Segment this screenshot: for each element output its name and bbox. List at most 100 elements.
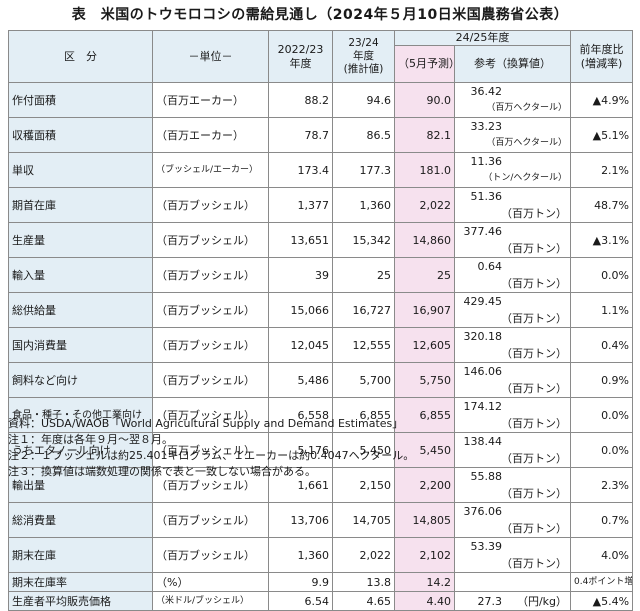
reference-unit: （百万ヘクタール） — [486, 103, 568, 113]
row-value-2024: 16,907 — [394, 292, 455, 328]
row-unit: （百万ブッシェル） — [152, 397, 269, 433]
header-2023: 23/24 年度 (推計値) — [332, 30, 395, 83]
header-category: 区 分 — [8, 30, 153, 83]
note-2: 注２：１ブッシェルは約25.401キログラム、１エーカーは約0.4047ヘクター… — [8, 449, 415, 462]
row-value-2022: 12,045 — [268, 327, 333, 363]
row-reference: 429.45 （百万トン） — [453, 292, 572, 328]
row-value-2023: 16,727 — [332, 292, 395, 328]
row-yoy-change: 0.4% — [570, 327, 634, 363]
row-unit: （百万ブッシェル） — [152, 362, 269, 398]
header-ref: 参考（換算値） — [453, 45, 572, 83]
header-2022: 2022/23 年度 — [268, 30, 333, 83]
table-row: うちエタノール向け （百万ブッシェル） 5,176 5,450 5,450 138.44 （… — [8, 432, 634, 468]
reference-unit: （百万トン） — [501, 277, 568, 290]
row-value-2024: 14.2 — [394, 572, 455, 592]
row-label: 国内消費量 — [8, 327, 153, 363]
row-value-2024: 5,750 — [394, 362, 455, 398]
row-yoy-change: ▲3.1% — [570, 222, 634, 258]
row-yoy-change: 0.4ポイント増 — [570, 572, 634, 592]
row-reference: 146.06 （百万トン） — [453, 362, 572, 398]
row-label: 生産量 — [8, 222, 153, 258]
row-label: 総供給量 — [8, 292, 153, 328]
reference-value: 174.12 — [463, 400, 503, 413]
row-value-2022: 5,176 — [268, 432, 333, 468]
row-reference: 53.39 （百万トン） — [453, 537, 572, 573]
row-yoy-change: 0.0% — [570, 432, 634, 468]
row-yoy-change: 0.0% — [570, 257, 634, 293]
reference-value: 146.06 — [463, 365, 503, 378]
row-value-2022: 9.9 — [268, 572, 333, 592]
row-value-2024: 2,022 — [394, 187, 455, 223]
row-value-2022: 13,706 — [268, 502, 333, 538]
reference-unit: （百万トン） — [501, 487, 568, 500]
table-row: 単収 （ブッシェル/エーカー） 173.4 177.3 181.0 11.36 （トン/ヘク… — [8, 152, 634, 188]
row-value-2023: 12,555 — [332, 327, 395, 363]
row-value-2023: 2,022 — [332, 537, 395, 573]
header-2024-may: （5月予測） — [394, 45, 455, 83]
row-value-2023: 25 — [332, 257, 395, 293]
row-label: 飼料など向け — [8, 362, 153, 398]
header-row-top: 区 分 －単位－ 2022/23 年度 23/24 年度 (推計値) 24/25… — [8, 30, 634, 83]
reference-unit: （百万ヘクタール） — [486, 138, 568, 148]
row-yoy-change: ▲5.4% — [570, 591, 634, 611]
row-reference: 0.64 （百万トン） — [453, 257, 572, 293]
row-value-2023: 6,855 — [332, 397, 395, 433]
row-yoy-change: 0.0% — [570, 397, 634, 433]
row-unit: （百万ブッシェル） — [152, 187, 269, 223]
row-yoy-change: 1.1% — [570, 292, 634, 328]
note-source: 資料：USDA/WAOB「World Agricultural Supply a… — [8, 417, 404, 430]
row-value-2022: 78.7 — [268, 117, 333, 153]
row-value-2022: 1,377 — [268, 187, 333, 223]
row-unit: （百万エーカー） — [152, 117, 269, 153]
reference-unit: （円/kg） — [516, 594, 568, 608]
row-reference: 377.46 （百万トン） — [453, 222, 572, 258]
row-yoy-change: ▲5.1% — [570, 117, 634, 153]
row-value-2022: 1,360 — [268, 537, 333, 573]
reference-value: 27.3 — [477, 594, 503, 608]
row-label: 単収 — [8, 152, 153, 188]
row-reference: 27.3 （円/kg） — [453, 591, 572, 611]
reference-value: 376.06 — [463, 505, 503, 518]
table-row: 生産量 （百万ブッシェル） 13,651 15,342 14,860 377.46 （百万ト… — [8, 222, 634, 258]
row-value-2022: 173.4 — [268, 152, 333, 188]
reference-unit: （百万トン） — [501, 312, 568, 325]
notes: 資料：USDA/WAOB「World Agricultural Supply a… — [8, 416, 632, 480]
row-label: 期首在庫 — [8, 187, 153, 223]
reference-value: 55.88 — [470, 470, 503, 483]
row-yoy-change: 0.9% — [570, 362, 634, 398]
row-reference: 138.44 （百万トン） — [453, 432, 572, 468]
row-reference: 36.42 （百万ヘクタール） — [453, 82, 572, 118]
row-unit: （百万ブッシェル） — [152, 502, 269, 538]
row-value-2024: 181.0 — [394, 152, 455, 188]
row-reference — [453, 572, 572, 592]
row-unit: （百万エーカー） — [152, 82, 269, 118]
row-label: 作付面積 — [8, 82, 153, 118]
row-reference: 376.06 （百万トン） — [453, 502, 572, 538]
reference-value: 138.44 — [463, 435, 503, 448]
row-label: 期末在庫率 — [8, 572, 153, 592]
reference-unit: （百万トン） — [501, 207, 568, 220]
row-unit: （百万ブッシェル） — [152, 537, 269, 573]
row-value-2023: 5,450 — [332, 432, 395, 468]
reference-value: 377.46 — [463, 225, 503, 238]
row-yoy-change: 2.1% — [570, 152, 634, 188]
row-unit: （百万ブッシェル） — [152, 257, 269, 293]
supply-demand-table: 区 分 －単位－ 2022/23 年度 23/24 年度 (推計値) 24/25… — [8, 30, 634, 611]
row-value-2023: 13.8 — [332, 572, 395, 592]
reference-unit: （百万トン） — [501, 242, 568, 255]
reference-unit: （トン/ヘクタール） — [483, 173, 568, 183]
row-value-2024: 82.1 — [394, 117, 455, 153]
row-value-2023: 86.5 — [332, 117, 395, 153]
row-value-2023: 177.3 — [332, 152, 395, 188]
row-label: うちエタノール向け — [8, 432, 153, 468]
row-value-2024: 12,605 — [394, 327, 455, 363]
reference-unit: （百万トン） — [501, 522, 568, 535]
row-unit: （百万ブッシェル） — [152, 222, 269, 258]
row-unit: （米ドル/ブッシェル） — [152, 591, 269, 611]
table-row: 輸入量 （百万ブッシェル） 39 25 25 0.64 （百万トン） 0.0% — [8, 257, 634, 293]
reference-unit: （百万トン） — [501, 417, 568, 430]
row-yoy-change: 48.7% — [570, 187, 634, 223]
row-unit: （百万ブッシェル） — [152, 432, 269, 468]
row-value-2023: 15,342 — [332, 222, 395, 258]
table-row: 国内消費量 （百万ブッシェル） 12,045 12,555 12,605 320.18 （百… — [8, 327, 634, 363]
